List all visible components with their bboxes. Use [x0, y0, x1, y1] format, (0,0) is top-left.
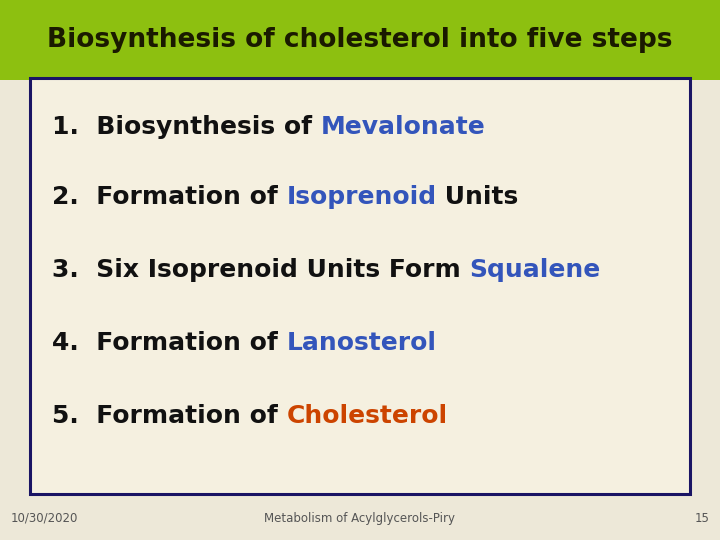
Text: Isoprenoid: Isoprenoid — [287, 185, 436, 209]
Text: Lanosterol: Lanosterol — [287, 331, 436, 355]
Text: Biosynthesis of cholesterol into five steps: Biosynthesis of cholesterol into five st… — [48, 27, 672, 53]
Text: Units: Units — [436, 185, 518, 209]
Text: 5.  Formation of: 5. Formation of — [52, 404, 287, 428]
Text: 1.  Biosynthesis of: 1. Biosynthesis of — [52, 115, 320, 139]
Text: 10/30/2020: 10/30/2020 — [11, 512, 78, 525]
Bar — [0, 0, 720, 80]
Bar — [30, 78, 690, 494]
Text: Cholesterol: Cholesterol — [287, 404, 447, 428]
Text: Metabolism of Acylglycerols-Piry: Metabolism of Acylglycerols-Piry — [264, 512, 456, 525]
Text: 15: 15 — [694, 512, 709, 525]
Text: 3.  Six Isoprenoid Units Form: 3. Six Isoprenoid Units Form — [52, 258, 469, 282]
Text: Squalene: Squalene — [469, 258, 600, 282]
Text: Mevalonate: Mevalonate — [320, 115, 485, 139]
Text: 2.  Formation of: 2. Formation of — [52, 185, 287, 209]
Text: 4.  Formation of: 4. Formation of — [52, 331, 287, 355]
